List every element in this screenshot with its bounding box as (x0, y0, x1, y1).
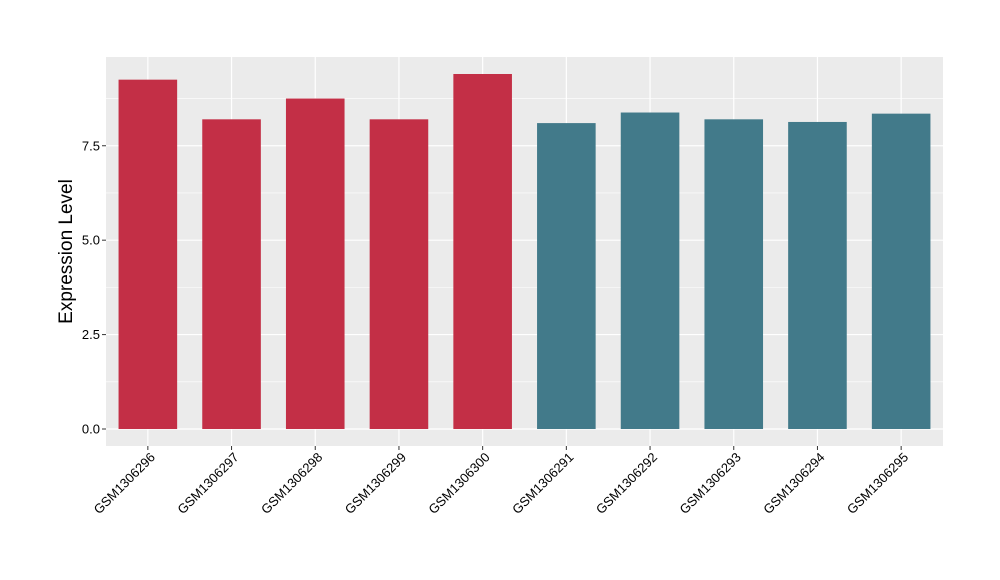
x-tick-label: GSM1306298 (258, 450, 325, 517)
bar (285, 98, 345, 430)
x-tick-label: GSM1306297 (174, 450, 241, 517)
bar (453, 73, 512, 430)
bar (369, 119, 429, 430)
x-tick-label: GSM1306292 (593, 450, 660, 517)
bar (202, 119, 261, 430)
x-tick-label: GSM1306300 (425, 450, 492, 517)
bar (871, 113, 931, 430)
y-axis-title: Expression Level (56, 179, 77, 324)
x-axis: GSM1306296 GSM1306297 GSM1306298 GSM1306299… (91, 446, 911, 517)
x-tick-label: GSM1306294 (760, 450, 827, 517)
bar (704, 119, 764, 430)
y-axis: 0.0 2.5 5.0 7.5 (82, 138, 106, 437)
x-tick-label: GSM1306296 (91, 450, 158, 517)
bar (620, 112, 680, 430)
bar (118, 79, 178, 430)
x-tick-label: GSM1306295 (844, 450, 911, 517)
x-tick-label: GSM1306299 (342, 450, 409, 517)
x-tick-label: GSM1306293 (677, 450, 744, 517)
bars (118, 73, 931, 430)
y-tick-label: 5.0 (82, 233, 100, 248)
bar (537, 123, 596, 430)
y-tick-label: 2.5 (82, 327, 100, 342)
y-tick-label: 7.5 (82, 138, 100, 153)
y-tick-label: 0.0 (82, 422, 100, 437)
bar (788, 121, 847, 430)
x-tick-label: GSM1306291 (509, 450, 576, 517)
